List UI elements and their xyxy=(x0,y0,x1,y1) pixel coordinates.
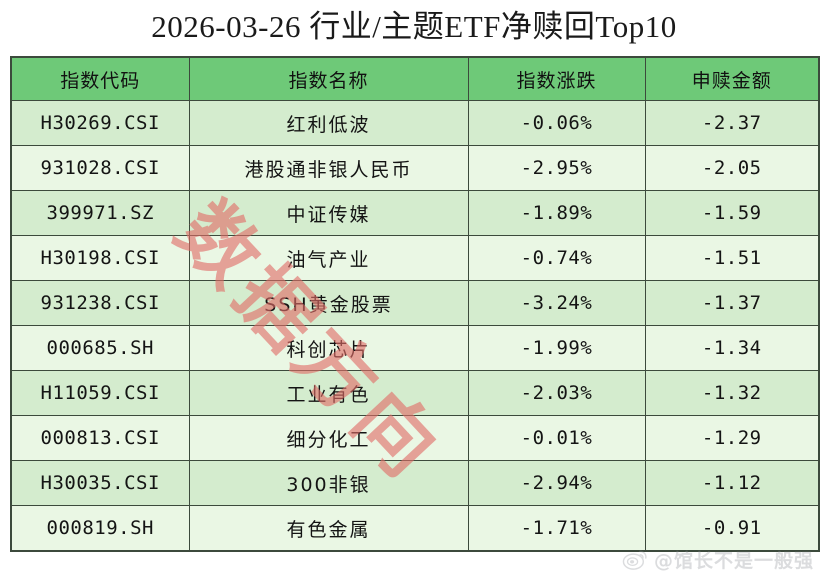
page-title: 2026-03-26 行业/主题ETF净赎回Top10 xyxy=(151,9,677,44)
cell-code: 399971.SZ xyxy=(10,190,190,236)
cell-name: 科创芯片 xyxy=(188,325,469,371)
cell-amount: -1.32 xyxy=(644,370,820,416)
cell-name: 工业有色 xyxy=(188,370,469,416)
cell-name: 细分化工 xyxy=(188,415,469,461)
table-row: H30198.CSI 油气产业 -0.74% -1.51 xyxy=(10,235,820,281)
cell-amount: -1.34 xyxy=(644,325,820,371)
cell-name: 港股通非银人民币 xyxy=(188,145,469,191)
cell-name: 中证传媒 xyxy=(188,190,469,236)
cell-code: 931238.CSI xyxy=(10,280,190,326)
cell-amount: -1.51 xyxy=(644,235,820,281)
cell-code: H30198.CSI xyxy=(10,235,190,281)
etf-redemption-table: 指数代码 指数名称 指数涨跌 申赎金额 H30269.CSI 红利低波 -0.0… xyxy=(10,56,820,552)
table-row: 000685.SH 科创芯片 -1.99% -1.34 xyxy=(10,325,820,371)
weibo-handle: @馆长不是一般强 xyxy=(653,550,814,572)
cell-code: H11059.CSI xyxy=(10,370,190,416)
table-row: 931238.CSI SSH黄金股票 -3.24% -1.37 xyxy=(10,280,820,326)
cell-code: H30269.CSI xyxy=(10,100,190,146)
cell-name: 300非银 xyxy=(188,460,469,506)
table-body: H30269.CSI 红利低波 -0.06% -2.37 931028.CSI … xyxy=(10,100,820,552)
table-header: 指数代码 指数名称 指数涨跌 申赎金额 xyxy=(10,56,820,101)
cell-name: 油气产业 xyxy=(188,235,469,281)
cell-code: 000813.CSI xyxy=(10,415,190,461)
table-row: H30035.CSI 300非银 -2.94% -1.12 xyxy=(10,460,820,506)
column-header-name: 指数名称 xyxy=(188,56,469,101)
cell-code: 000819.SH xyxy=(10,505,190,552)
cell-amount: -1.12 xyxy=(644,460,820,506)
cell-change: -2.95% xyxy=(467,145,646,191)
cell-amount: -2.05 xyxy=(644,145,820,191)
table-row: 000819.SH 有色金属 -1.71% -0.91 xyxy=(10,505,820,552)
column-header-change: 指数涨跌 xyxy=(467,56,646,101)
cell-change: -0.06% xyxy=(467,100,646,146)
cell-change: -1.89% xyxy=(467,190,646,236)
table-header-row: 指数代码 指数名称 指数涨跌 申赎金额 xyxy=(10,56,820,101)
cell-change: -0.74% xyxy=(467,235,646,281)
cell-amount: -1.37 xyxy=(644,280,820,326)
weibo-signature: @馆长不是一般强 xyxy=(622,546,814,573)
cell-change: -1.99% xyxy=(467,325,646,371)
cell-amount: -1.59 xyxy=(644,190,820,236)
cell-amount: -0.91 xyxy=(644,505,820,552)
column-header-code: 指数代码 xyxy=(10,56,190,101)
table-row: H11059.CSI 工业有色 -2.03% -1.32 xyxy=(10,370,820,416)
table-row: H30269.CSI 红利低波 -0.06% -2.37 xyxy=(10,100,820,146)
table-row: 931028.CSI 港股通非银人民币 -2.95% -2.05 xyxy=(10,145,820,191)
cell-name: 有色金属 xyxy=(188,505,469,552)
cell-change: -2.94% xyxy=(467,460,646,506)
cell-code: 000685.SH xyxy=(10,325,190,371)
cell-name: 红利低波 xyxy=(188,100,469,146)
cell-change: -2.03% xyxy=(467,370,646,416)
column-header-amount: 申赎金额 xyxy=(644,56,820,101)
table-row: 399971.SZ 中证传媒 -1.89% -1.59 xyxy=(10,190,820,236)
cell-code: 931028.CSI xyxy=(10,145,190,191)
cell-name: SSH黄金股票 xyxy=(188,280,469,326)
cell-amount: -1.29 xyxy=(644,415,820,461)
weibo-logo-icon xyxy=(622,549,648,571)
cell-change: -0.01% xyxy=(467,415,646,461)
cell-change: -3.24% xyxy=(467,280,646,326)
cell-code: H30035.CSI xyxy=(10,460,190,506)
cell-change: -1.71% xyxy=(467,505,646,552)
cell-amount: -2.37 xyxy=(644,100,820,146)
table-container: 指数代码 指数名称 指数涨跌 申赎金额 H30269.CSI 红利低波 -0.0… xyxy=(10,56,820,552)
table-row: 000813.CSI 细分化工 -0.01% -1.29 xyxy=(10,415,820,461)
